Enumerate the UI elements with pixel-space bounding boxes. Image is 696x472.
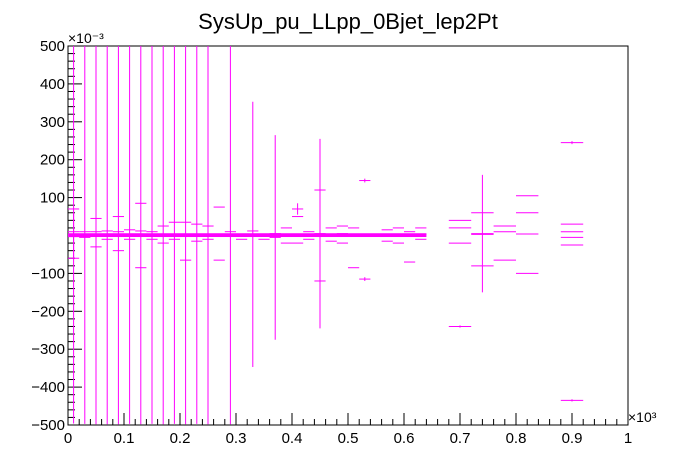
- y-tick-label: −200: [31, 303, 65, 320]
- y-tick-label: −100: [31, 265, 65, 282]
- x-tick-label: 0.4: [282, 430, 303, 447]
- x-axis-exponent-label: ×10³: [628, 409, 657, 425]
- data-point: [471, 174, 494, 293]
- data-point: [292, 203, 304, 215]
- x-tick-label: 0.2: [170, 430, 191, 447]
- x-tick-label: 0.8: [506, 430, 527, 447]
- y-tick-label: 300: [40, 114, 65, 131]
- chart-title: SysUp_pu_LLpp_0Bjet_lep2Pt: [198, 9, 498, 34]
- y-tick-label: 400: [40, 76, 65, 93]
- x-axis: 0 0.1 0.2 0.3 0.4 0.5 0.6 0.7 0.8 0.9 1: [64, 413, 632, 447]
- zero-band: [68, 233, 427, 238]
- x-tick-label: 0.7: [450, 430, 471, 447]
- x-tick-label: 0.5: [338, 430, 359, 447]
- data-point: [560, 141, 584, 145]
- y-tick-label: −300: [31, 341, 65, 358]
- data-point: [359, 277, 371, 281]
- y-tick-label: −400: [31, 379, 65, 396]
- x-tick-label: 0.6: [394, 430, 415, 447]
- y-axis: −500 −400 −300 −200 −100 100 200 300 400 500: [31, 38, 82, 434]
- x-tick-label: 0.9: [562, 430, 583, 447]
- y-axis-exponent-label: ×10⁻³: [68, 30, 104, 46]
- x-tick-label: 0.1: [114, 430, 135, 447]
- x-tick-label: 0.3: [226, 430, 247, 447]
- data-point: [560, 399, 584, 402]
- x-tick-label: 0: [64, 430, 72, 447]
- y-tick-label: −500: [31, 417, 65, 434]
- y-tick-label: 200: [40, 152, 65, 169]
- x-tick-label: 1: [624, 430, 632, 447]
- data-point: [359, 178, 371, 183]
- data-layer: [68, 46, 584, 425]
- y-tick-label: 100: [40, 190, 65, 207]
- y-tick-label: 500: [40, 38, 65, 55]
- data-point: [448, 325, 472, 328]
- data-point: [269, 135, 281, 340]
